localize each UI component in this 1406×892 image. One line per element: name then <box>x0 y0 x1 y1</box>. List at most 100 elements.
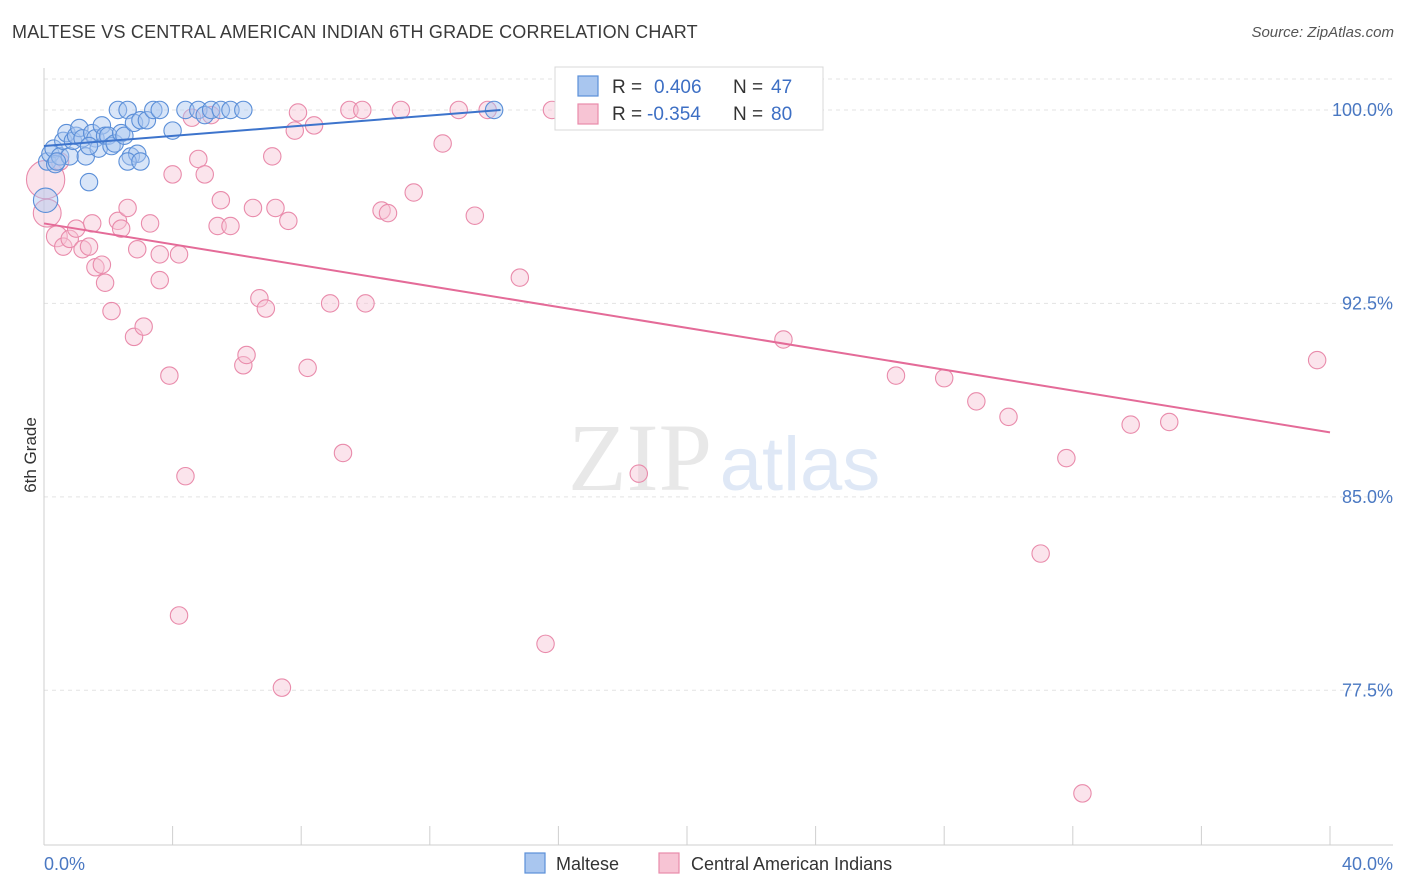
central-american-indians-points <box>25 100 1327 803</box>
y-axis-label: 6th Grade <box>21 417 40 493</box>
central-american-indians-point-60 <box>536 634 555 654</box>
maltese-point-44 <box>79 136 99 156</box>
central-american-indians-point-14 <box>111 219 131 238</box>
y-tick-label-3: 100.0% <box>1332 100 1393 120</box>
legend-n-value-2: 80 <box>771 104 792 125</box>
central-american-indians-point-30 <box>208 216 227 236</box>
maltese-point-23 <box>108 100 128 120</box>
central-american-indians-point-57 <box>465 206 485 225</box>
legend-n-label-2: N = <box>733 104 763 125</box>
maltese-point-31 <box>137 111 157 130</box>
legend-n-label-1: N = <box>733 77 763 98</box>
maltese-point-42 <box>118 152 137 171</box>
x-tick-max: 40.0% <box>1342 854 1393 874</box>
central-american-indians-point-19 <box>140 214 160 233</box>
central-american-indians-point-36 <box>250 288 269 308</box>
central-american-indians-point-75 <box>1121 415 1140 434</box>
central-american-indians-point-32 <box>221 216 240 236</box>
central-american-indians-point-70 <box>967 392 986 411</box>
central-american-indians-point-52 <box>378 203 398 223</box>
central-american-indians-point-59 <box>510 268 530 287</box>
central-american-indians-point-55 <box>433 134 452 153</box>
central-american-indians-point-22 <box>160 366 179 385</box>
bottom-legend-central-american-indians: Central American Indians <box>691 854 892 874</box>
central-american-indians-point-23 <box>163 165 182 184</box>
maltese-point-41 <box>234 100 253 120</box>
central-american-indians-point-67 <box>774 330 793 349</box>
central-american-indians-point-7 <box>79 237 99 256</box>
central-american-indians-point-34 <box>237 345 256 365</box>
central-american-indians-point-43 <box>288 103 308 122</box>
maltese-point-0 <box>32 187 59 213</box>
maltese-point-39 <box>211 100 231 120</box>
central-american-indians-point-48 <box>340 100 359 120</box>
central-american-indians-point-72 <box>1031 544 1050 563</box>
central-american-indians-point-39 <box>266 198 285 218</box>
central-american-indians-point-69 <box>934 368 954 388</box>
chart-title: MALTESE VS CENTRAL AMERICAN INDIAN 6TH G… <box>12 22 698 42</box>
central-american-indians-point-49 <box>353 100 372 120</box>
bottom-legend-maltese: Maltese <box>556 854 619 874</box>
central-american-indians-point-12 <box>102 301 121 321</box>
legend-swatch-central-american-indians <box>577 103 599 125</box>
central-american-indians-point-74 <box>1073 784 1092 803</box>
central-american-indians-point-3 <box>54 237 73 256</box>
maltese-point-35 <box>176 100 195 120</box>
maltese-point-32 <box>144 100 163 120</box>
central-american-indians-point-20 <box>150 245 169 264</box>
legend-swatch-maltese <box>577 75 599 97</box>
legend-r-label-1: R = <box>612 77 642 98</box>
watermark-zip: ZIP <box>568 404 712 511</box>
central-american-indians-point-46 <box>320 294 340 313</box>
central-american-indians-point-21 <box>150 270 169 290</box>
maltese-point-38 <box>201 100 221 120</box>
maltese-trend-line <box>43 108 501 148</box>
legend-n-value-1: 47 <box>771 77 792 98</box>
central-american-indians-point-38 <box>263 147 282 166</box>
legend-r-value-1: 0.406 <box>654 77 702 98</box>
maltese-point-43 <box>131 152 150 171</box>
y-tick-label-0: 77.5% <box>1342 680 1393 700</box>
central-american-indians-point-77 <box>1307 350 1327 370</box>
maltese-point-18 <box>92 116 112 135</box>
central-american-indians-point-33 <box>234 356 253 375</box>
bottom-legend-swatch-maltese <box>524 852 546 874</box>
maltese-point-45 <box>47 152 67 171</box>
maltese-point-40 <box>221 100 240 120</box>
central-american-indians-point-63 <box>629 464 649 483</box>
central-american-indians-point-73 <box>1057 448 1076 468</box>
central-american-indians-point-54 <box>404 183 423 202</box>
y-tick-labels: 77.5% 85.0% 92.5% 100.0% <box>1332 100 1393 700</box>
central-american-indians-point-78 <box>169 606 189 625</box>
stats-legend: R = 0.406 N = 47 R = -0.354 N = 80 <box>554 66 824 131</box>
central-american-indians-point-16 <box>124 327 144 347</box>
central-american-indians-point-25 <box>176 466 195 486</box>
central-american-indians-point-18 <box>134 317 153 336</box>
maltese-point-33 <box>150 100 169 120</box>
stats-legend-box <box>554 66 824 131</box>
grid-lines <box>44 78 1393 691</box>
central-american-indians-point-17 <box>127 239 147 259</box>
central-american-indians-point-50 <box>356 294 375 313</box>
central-american-indians-point-37 <box>256 299 276 318</box>
central-american-indians-point-71 <box>999 407 1018 427</box>
bottom-legend: Maltese Central American Indians <box>524 852 892 874</box>
maltese-points <box>32 100 504 213</box>
central-american-indians-point-15 <box>118 198 137 218</box>
source-label: Source: ZipAtlas.com <box>1251 24 1394 41</box>
watermark-atlas: atlas <box>720 422 881 507</box>
central-american-indians-point-40 <box>272 678 292 697</box>
maltese-point-30 <box>131 111 150 130</box>
central-american-indians-point-28 <box>195 165 214 184</box>
x-tick-min: 0.0% <box>44 854 85 874</box>
central-american-indians-point-42 <box>285 121 305 140</box>
maltese-point-5 <box>50 147 70 166</box>
central-american-indians-point-11 <box>95 273 115 292</box>
central-american-indians-point-24 <box>169 245 189 264</box>
central-american-indians-point-41 <box>279 211 298 231</box>
trend-lines <box>43 108 1331 434</box>
central-american-indians-point-1 <box>32 198 62 228</box>
central-american-indians-trend-line <box>43 222 1331 434</box>
central-american-indians-point-4 <box>60 229 79 249</box>
